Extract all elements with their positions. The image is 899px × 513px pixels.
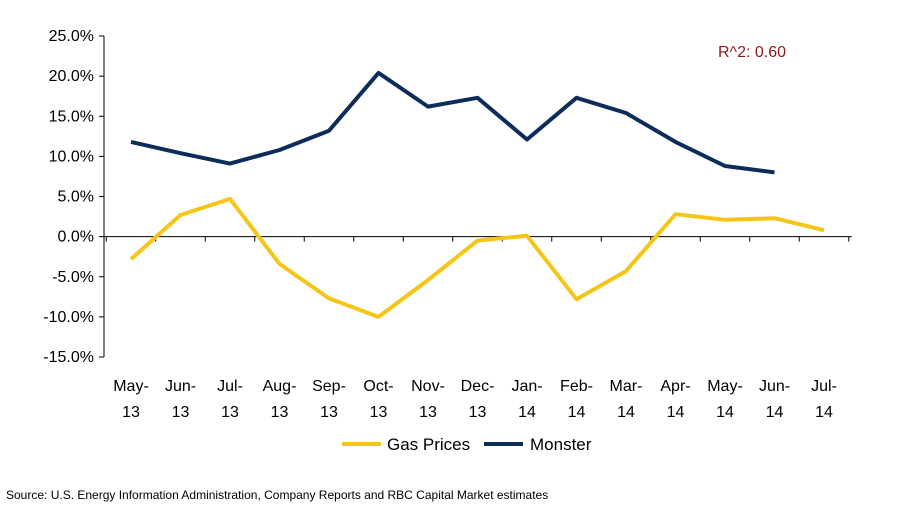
x-tick-label: Jun-13 (165, 378, 196, 421)
x-tick-label: Dec-13 (461, 378, 495, 421)
y-tick-label: 10.0% (49, 148, 94, 165)
plot-series (129, 70, 825, 319)
x-tick-label: Mar-14 (610, 378, 643, 421)
y-axis: 25.0% 20.0% 15.0% 10.0% 5.0% 0.0% -5.0% -10.0% -… (43, 28, 105, 366)
x-tick-label: Sep-13 (312, 378, 346, 421)
y-tick-label: 5.0% (58, 189, 94, 206)
legend-label-monster: Monster (530, 435, 592, 454)
x-tick-label: May-14 (707, 378, 743, 421)
x-tick-label: Apr-14 (660, 378, 690, 421)
legend-label-gas-prices: Gas Prices (387, 435, 470, 454)
x-tick-label: Jan-14 (511, 378, 542, 421)
y-tick-label: 25.0% (49, 28, 94, 45)
x-tick-label: Jul-13 (217, 378, 243, 421)
y-tick-label: -10.0% (43, 309, 94, 326)
r-squared-annotation: R^2: 0.60 (718, 44, 786, 61)
y-tick-label: 0.0% (58, 229, 94, 246)
y-tick-label: -15.0% (43, 349, 94, 366)
x-tick-label: Aug-13 (263, 378, 297, 421)
x-tick-label: Feb-14 (560, 378, 593, 421)
source-note: Source: U.S. Energy Information Administ… (6, 488, 549, 502)
y-tick-label: 15.0% (49, 108, 94, 125)
x-tick-label: Jul-14 (811, 378, 837, 421)
x-tick-label: Nov-13 (411, 378, 445, 421)
legend: Gas Prices Monster (342, 435, 592, 454)
x-tick-label: May-13 (113, 378, 149, 421)
x-axis: May-13 Jun-13 Jul-13 Aug-13 Sep-13 Oct-13 Nov-… (104, 236, 852, 421)
x-tick-label: Jun-14 (759, 378, 790, 421)
gas-prices-line (129, 196, 825, 319)
x-tick-label: Oct-13 (363, 378, 393, 421)
y-tick-label: 20.0% (49, 68, 94, 85)
monster-line (130, 70, 775, 175)
y-tick-label: -5.0% (52, 269, 94, 286)
